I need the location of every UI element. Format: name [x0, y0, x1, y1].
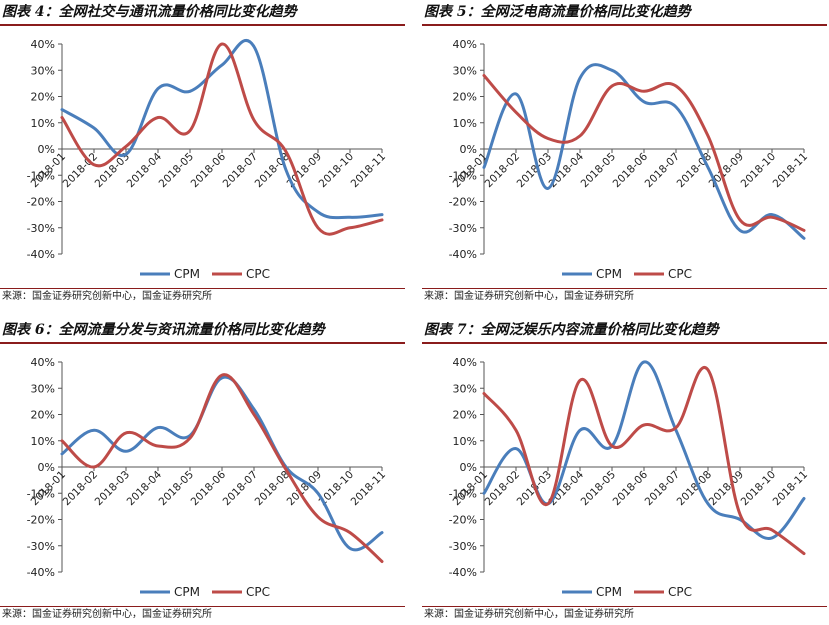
y-tick-label: 20% — [453, 409, 477, 422]
series-line-cpc — [482, 74, 806, 232]
chart-source: 来源：国金证券研究创新中心，国金证券研究所 — [422, 288, 827, 305]
series-line-cpm — [482, 63, 806, 240]
chart-title: 图表 4：全网社交与通讯流量价格同比变化趋势 — [0, 0, 405, 26]
y-tick-label: 20% — [453, 91, 477, 104]
chart-svg: 40%30%20%10%0%-10%-20%-30%-40%2018-01201… — [449, 38, 811, 281]
x-tick-label: 2018-11 — [771, 151, 811, 191]
y-tick-label: -20% — [449, 196, 477, 209]
legend-label-cpc: CPC — [668, 585, 692, 599]
chart-panel-5: 图表 5：全网泛电商流量价格同比变化趋势 40% 30% 20% 10% 0% -10% -… — [422, 0, 827, 305]
legend-label-cpc: CPC — [246, 585, 270, 599]
y-tick-label: 0% — [38, 143, 55, 156]
y-tick-label: 40% — [31, 38, 55, 51]
chart-title: 图表 5：全网泛电商流量价格同比变化趋势 — [422, 0, 827, 26]
chart-svg: 40%30%20%10%0%-10%-20%-30%-40%2018-01201… — [449, 356, 811, 599]
y-tick-label: -30% — [27, 222, 55, 235]
series-line-cpc — [60, 42, 384, 236]
y-tick-label: 30% — [31, 382, 55, 395]
legend-label-cpc: CPC — [246, 267, 270, 281]
x-tick-label: 2018-11 — [349, 151, 389, 191]
y-tick-label: -10% — [449, 169, 477, 182]
chart-plot-area: 40% 30% 20% 10% 0% -10% -20% -30% -40% 2018-01 201… — [0, 26, 405, 288]
series-line-cpc — [60, 373, 384, 563]
chart-title: 图表 7：全网泛娱乐内容流量价格同比变化趋势 — [422, 318, 827, 344]
chart-plot-area: 40% 30% 20% 10% 0% -10% -20% -30% -40% 2018-01 201… — [422, 344, 827, 606]
y-tick-label: 40% — [31, 356, 55, 369]
y-tick-label: 30% — [453, 64, 477, 77]
legend-label-cpm: CPM — [596, 267, 622, 281]
legend-label-cpm: CPM — [174, 585, 200, 599]
chart-source: 来源：国金证券研究创新中心，国金证券研究所 — [422, 606, 827, 623]
chart-svg: 40%30%20%10%0%-10%-20%-30%-40%2018-01201… — [27, 356, 389, 599]
y-tick-label: 30% — [31, 64, 55, 77]
y-tick-label: -40% — [27, 248, 55, 261]
y-tick-label: 20% — [31, 409, 55, 422]
legend-label-cpm: CPM — [174, 267, 200, 281]
series-line-cpm — [60, 38, 384, 220]
y-tick-label: 10% — [31, 435, 55, 448]
chart-title: 图表 6：全网流量分发与资讯流量价格同比变化趋势 — [0, 318, 405, 344]
y-tick-label: -20% — [449, 514, 477, 527]
y-tick-label: -40% — [449, 248, 477, 261]
y-tick-label: -20% — [27, 196, 55, 209]
y-tick-label: 0% — [38, 461, 55, 474]
x-tick-label: 2018-11 — [771, 469, 811, 509]
y-tick-label: 10% — [453, 435, 477, 448]
y-tick-label: -30% — [449, 222, 477, 235]
series-line-cpc — [482, 365, 806, 556]
chart-panel-6: 图表 6：全网流量分发与资讯流量价格同比变化趋势 40% 30% 20% 10% 0% -… — [0, 318, 405, 623]
y-tick-label: -40% — [27, 566, 55, 579]
legend-label-cpm: CPM — [596, 585, 622, 599]
y-tick-label: 0% — [460, 461, 477, 474]
series-line-cpm — [482, 360, 806, 540]
x-tick-label: 2018-11 — [349, 469, 389, 509]
y-tick-label: 10% — [31, 117, 55, 130]
y-tick-label: -10% — [27, 487, 55, 500]
y-tick-label: 40% — [453, 356, 477, 369]
y-tick-label: 10% — [453, 117, 477, 130]
series-line-cpm — [60, 375, 384, 552]
chart-source: 来源：国金证券研究创新中心，国金证券研究所 — [0, 606, 405, 623]
y-tick-label: 20% — [31, 91, 55, 104]
chart-panel-7: 图表 7：全网泛娱乐内容流量价格同比变化趋势 40% 30% 20% 10% 0% -10… — [422, 318, 827, 623]
y-tick-label: -20% — [27, 514, 55, 527]
chart-source: 来源：国金证券研究创新中心，国金证券研究所 — [0, 288, 405, 305]
y-tick-label: -30% — [27, 540, 55, 553]
chart-panel-4: 图表 4：全网社交与通讯流量价格同比变化趋势 40% 30% 20% 10% 0% -10… — [0, 0, 405, 305]
y-tick-label: 30% — [453, 382, 477, 395]
y-tick-label: -30% — [449, 540, 477, 553]
y-tick-label: -10% — [27, 169, 55, 182]
y-tick-label: 0% — [460, 143, 477, 156]
legend-label-cpc: CPC — [668, 267, 692, 281]
chart-plot-area: 40% 30% 20% 10% 0% -10% -20% -30% -40% 2018-01 201… — [422, 26, 827, 288]
chart-svg: 40%30%20%10%0%-10%-20%-30%-40%2018-01201… — [27, 38, 389, 281]
chart-plot-area: 40% 30% 20% 10% 0% -10% -20% -30% -40% 2018-01 201… — [0, 344, 405, 606]
y-tick-label: 40% — [453, 38, 477, 51]
y-tick-label: -40% — [449, 566, 477, 579]
y-tick-label: -10% — [449, 487, 477, 500]
